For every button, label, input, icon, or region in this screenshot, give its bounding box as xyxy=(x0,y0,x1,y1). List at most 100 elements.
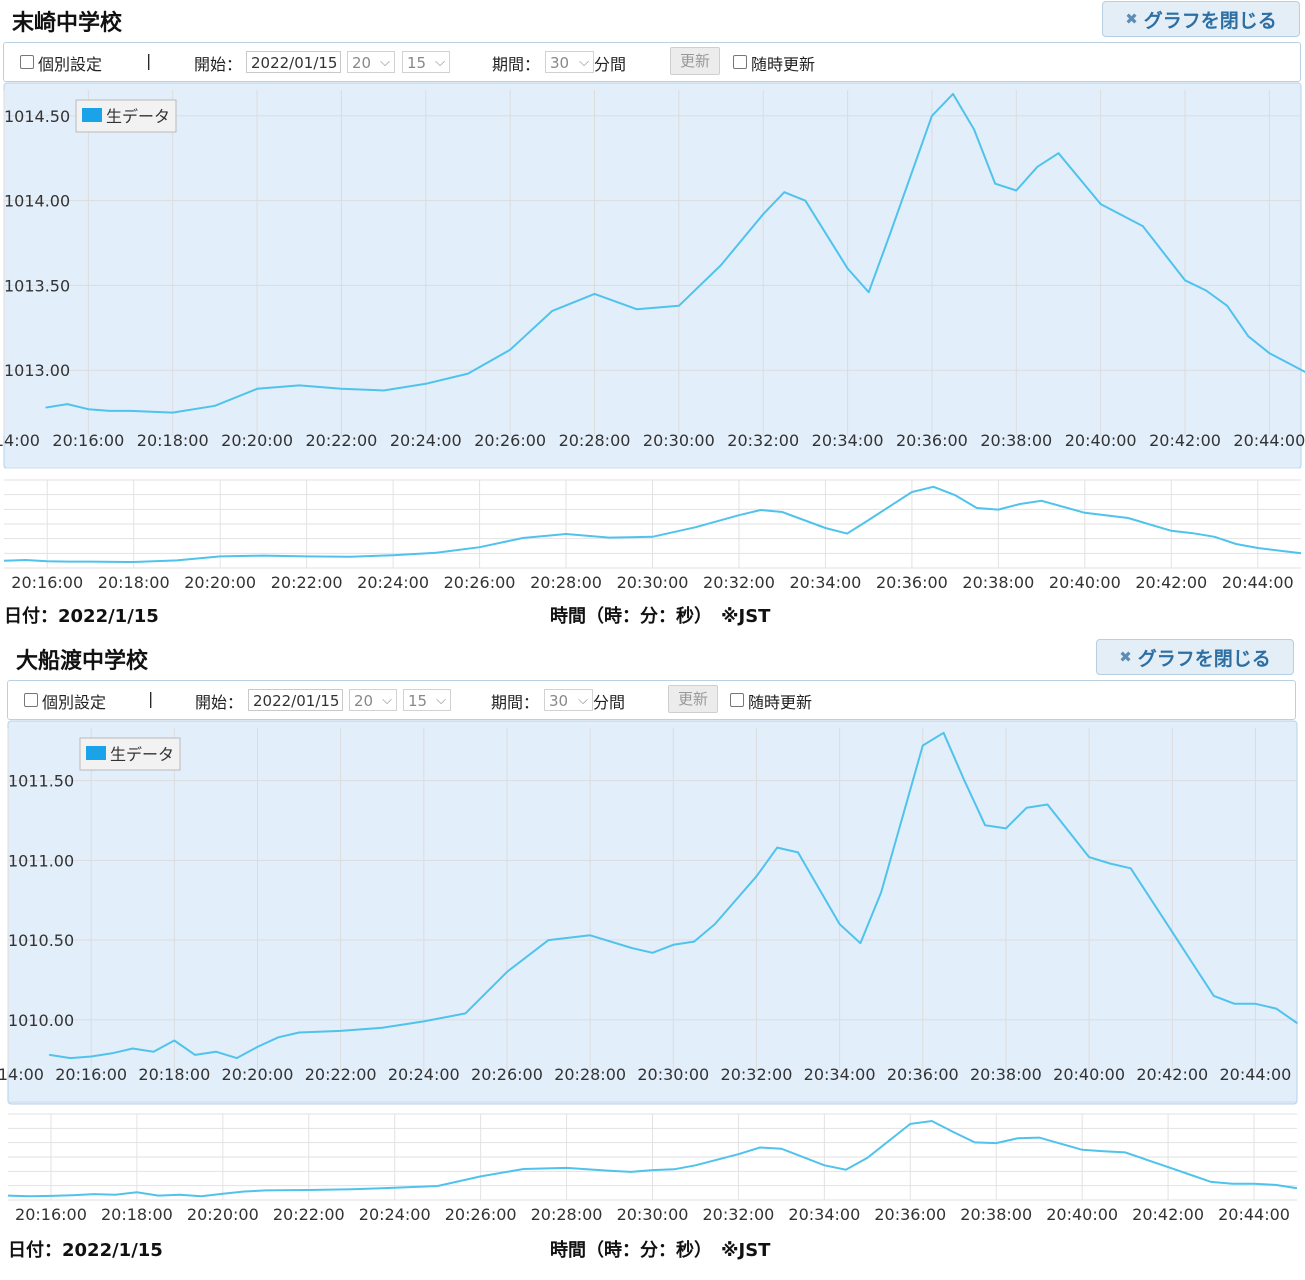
overview-x-tick-label: 20:16:00 xyxy=(15,1205,87,1224)
data-point xyxy=(797,851,799,854)
graph-controls: 個別設定 | 開始： 2022/01/15 20 ⌵ 15 ⌵ 期間： 30 ⌵… xyxy=(7,680,1296,720)
start-hour-select[interactable]: 20 ⌵ xyxy=(349,689,397,711)
plot-area xyxy=(7,720,1298,1105)
data-point xyxy=(720,264,722,266)
close-graph-button[interactable]: ✖ グラフを閉じる xyxy=(1102,1,1300,37)
start-minute-value: 15 xyxy=(408,692,428,710)
data-point xyxy=(1192,963,1194,965)
start-hour-select[interactable]: 20 ⌵ xyxy=(347,51,395,73)
close-graph-label: グラフを閉じる xyxy=(1137,647,1271,670)
data-point xyxy=(672,944,675,946)
data-point xyxy=(888,233,891,236)
data-point xyxy=(651,952,654,954)
series-line xyxy=(46,92,1305,414)
overview-x-tick-label: 20:44:00 xyxy=(1222,573,1294,592)
data-point xyxy=(1057,152,1060,154)
data-point xyxy=(382,389,385,392)
data-point xyxy=(921,744,924,747)
data-point xyxy=(45,406,47,409)
series-line xyxy=(49,731,1298,1060)
period-select[interactable]: 30 ⌵ xyxy=(545,51,594,73)
y-tick-label: 1011.50 xyxy=(8,772,74,791)
data-point xyxy=(783,191,786,193)
period-unit: 分間 xyxy=(593,693,626,712)
period-select[interactable]: 30 ⌵ xyxy=(544,689,593,711)
data-point xyxy=(506,971,508,973)
data-point xyxy=(804,199,807,202)
data-point xyxy=(381,1026,384,1029)
start-label: 開始： xyxy=(195,693,244,712)
data-point xyxy=(693,940,695,943)
overview-series-line xyxy=(7,1119,1298,1198)
overview-x-tick-label: 20:22:00 xyxy=(271,573,343,592)
data-point xyxy=(90,1055,92,1058)
x-tick-label: 20:38:00 xyxy=(970,1065,1042,1084)
data-point xyxy=(1099,203,1102,205)
overview-x-tick-label: 20:28:00 xyxy=(531,1205,603,1224)
overview-x-tick-label: 20:40:00 xyxy=(1046,1205,1118,1224)
pressure-chart[interactable]: 20:14:00 20:16:00 20:18:00 20:20:00 20:22:00… xyxy=(0,720,1305,1240)
individual-setting-checkbox[interactable] xyxy=(20,55,34,69)
data-point xyxy=(340,388,343,390)
update-button[interactable]: 更新 xyxy=(668,685,718,713)
data-point xyxy=(1088,856,1090,858)
data-point xyxy=(173,1039,176,1042)
data-point xyxy=(87,408,90,410)
data-point xyxy=(48,1054,51,1056)
overview-x-tick-label: 20:42:00 xyxy=(1135,573,1207,592)
x-tick-label: 20:42:00 xyxy=(1136,1065,1208,1084)
overview-x-tick-label: 20:16:00 xyxy=(11,573,83,592)
x-tick-label: 20:32:00 xyxy=(721,1065,793,1084)
data-point xyxy=(776,846,779,849)
update-button[interactable]: 更新 xyxy=(670,47,720,75)
overview-x-tick-label: 20:22:00 xyxy=(273,1205,345,1224)
x-tick-label: 20:34:00 xyxy=(804,1065,876,1084)
data-point xyxy=(1254,1003,1257,1005)
overview-x-tick-label: 20:36:00 xyxy=(876,573,948,592)
individual-setting-checkbox[interactable] xyxy=(24,693,38,707)
data-point xyxy=(1046,803,1049,806)
legend-label: 生データ xyxy=(106,107,170,126)
x-tick-label: 20:28:00 xyxy=(559,431,631,450)
auto-update-checkbox[interactable] xyxy=(730,693,744,707)
data-point xyxy=(678,304,680,307)
data-point xyxy=(1129,867,1132,870)
auto-update-checkbox[interactable] xyxy=(733,55,747,69)
chevron-down-icon: ⌵ xyxy=(435,55,445,70)
legend-label: 生データ xyxy=(110,745,174,764)
start-date-input[interactable]: 2022/01/15 xyxy=(248,689,343,711)
data-point xyxy=(424,382,427,385)
overview-x-tick-label: 20:24:00 xyxy=(357,573,429,592)
data-point xyxy=(298,384,301,387)
start-date-input[interactable]: 2022/01/15 xyxy=(246,51,341,73)
x-tick-label: 20:24:00 xyxy=(388,1065,460,1084)
x-tick-label: 20:16:00 xyxy=(55,1065,127,1084)
legend-swatch xyxy=(82,108,102,122)
overview-x-tick-label: 20:20:00 xyxy=(184,573,256,592)
data-point xyxy=(1036,165,1039,168)
data-point xyxy=(214,404,216,407)
period-label: 期間： xyxy=(491,693,540,712)
pressure-chart[interactable]: 20:14:00 20:16:00 20:18:00 20:20:00 20:22:00… xyxy=(0,82,1305,602)
chevron-down-icon: ⌵ xyxy=(436,693,446,708)
start-minute-select[interactable]: 15 ⌵ xyxy=(402,51,450,73)
x-tick-label: 20:30:00 xyxy=(643,431,715,450)
data-point xyxy=(867,291,870,294)
data-point xyxy=(66,403,69,405)
x-tick-label: 20:24:00 xyxy=(390,431,462,450)
data-point xyxy=(1213,995,1215,997)
overview-x-tick-label: 20:26:00 xyxy=(444,573,516,592)
data-point xyxy=(1296,1022,1298,1024)
footer-date: 日付：2022/1/15 xyxy=(8,1240,163,1261)
close-graph-button[interactable]: ✖ グラフを閉じる xyxy=(1096,639,1294,675)
start-minute-select[interactable]: 15 ⌵ xyxy=(403,689,451,711)
data-point xyxy=(762,213,765,216)
x-tick-label: 20:40:00 xyxy=(1053,1065,1125,1084)
data-point xyxy=(880,891,882,894)
data-point xyxy=(547,939,550,941)
data-point xyxy=(1025,806,1028,809)
overview-x-tick-label: 20:32:00 xyxy=(703,573,775,592)
x-tick-label: 20:18:00 xyxy=(138,1065,210,1084)
overview-x-tick-label: 20:42:00 xyxy=(1132,1205,1204,1224)
data-point xyxy=(108,410,111,412)
